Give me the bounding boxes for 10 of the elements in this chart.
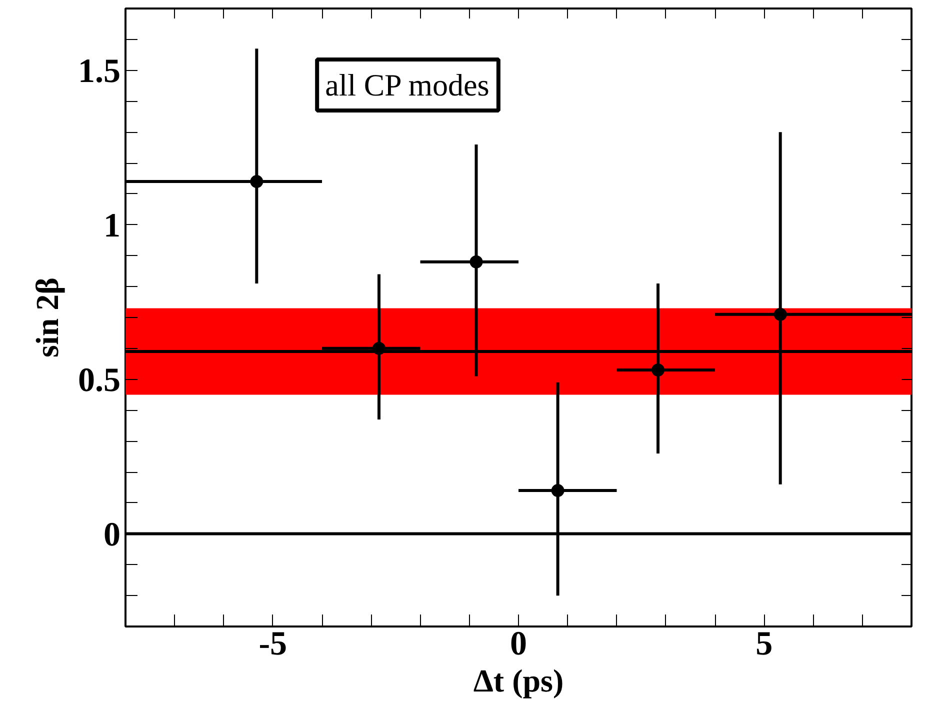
x-tick-label: -5 bbox=[258, 626, 288, 662]
x-tick-label: 5 bbox=[756, 626, 773, 662]
y-tick-label: 0 bbox=[104, 516, 120, 554]
y-tick-label: 0.5 bbox=[78, 362, 120, 399]
y-tick-label: 1 bbox=[104, 207, 120, 244]
x-axis-title: Δt (ps) bbox=[473, 662, 564, 698]
y-axis-title: sin 2β bbox=[29, 278, 65, 358]
y-tick-label: 1.5 bbox=[78, 52, 120, 90]
annotation: all CP modes bbox=[325, 67, 490, 102]
x-tick-label: 0 bbox=[510, 626, 527, 662]
